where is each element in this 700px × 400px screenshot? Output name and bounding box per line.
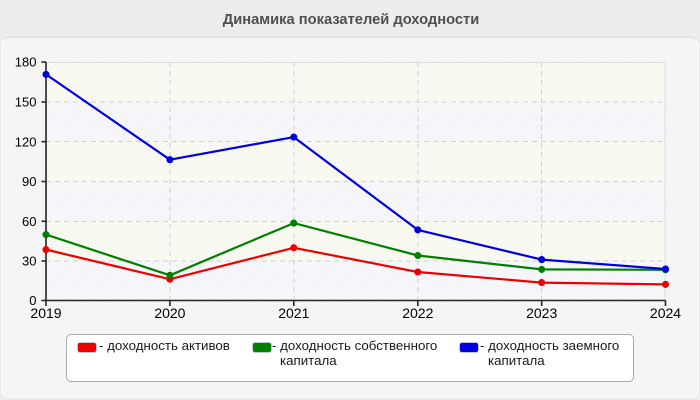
svg-text:180: 180: [15, 55, 37, 70]
svg-text:90: 90: [22, 174, 36, 189]
svg-text:30: 30: [22, 254, 36, 269]
svg-text:150: 150: [15, 95, 37, 110]
svg-text:120: 120: [15, 134, 37, 149]
svg-text:2023: 2023: [526, 305, 557, 321]
svg-text:2020: 2020: [154, 305, 185, 321]
svg-text:60: 60: [22, 214, 36, 229]
svg-text:2024: 2024: [650, 305, 681, 321]
svg-text:0: 0: [29, 293, 36, 308]
svg-text:2019: 2019: [30, 305, 61, 321]
svg-text:2021: 2021: [278, 305, 309, 321]
svg-text:2022: 2022: [402, 305, 433, 321]
